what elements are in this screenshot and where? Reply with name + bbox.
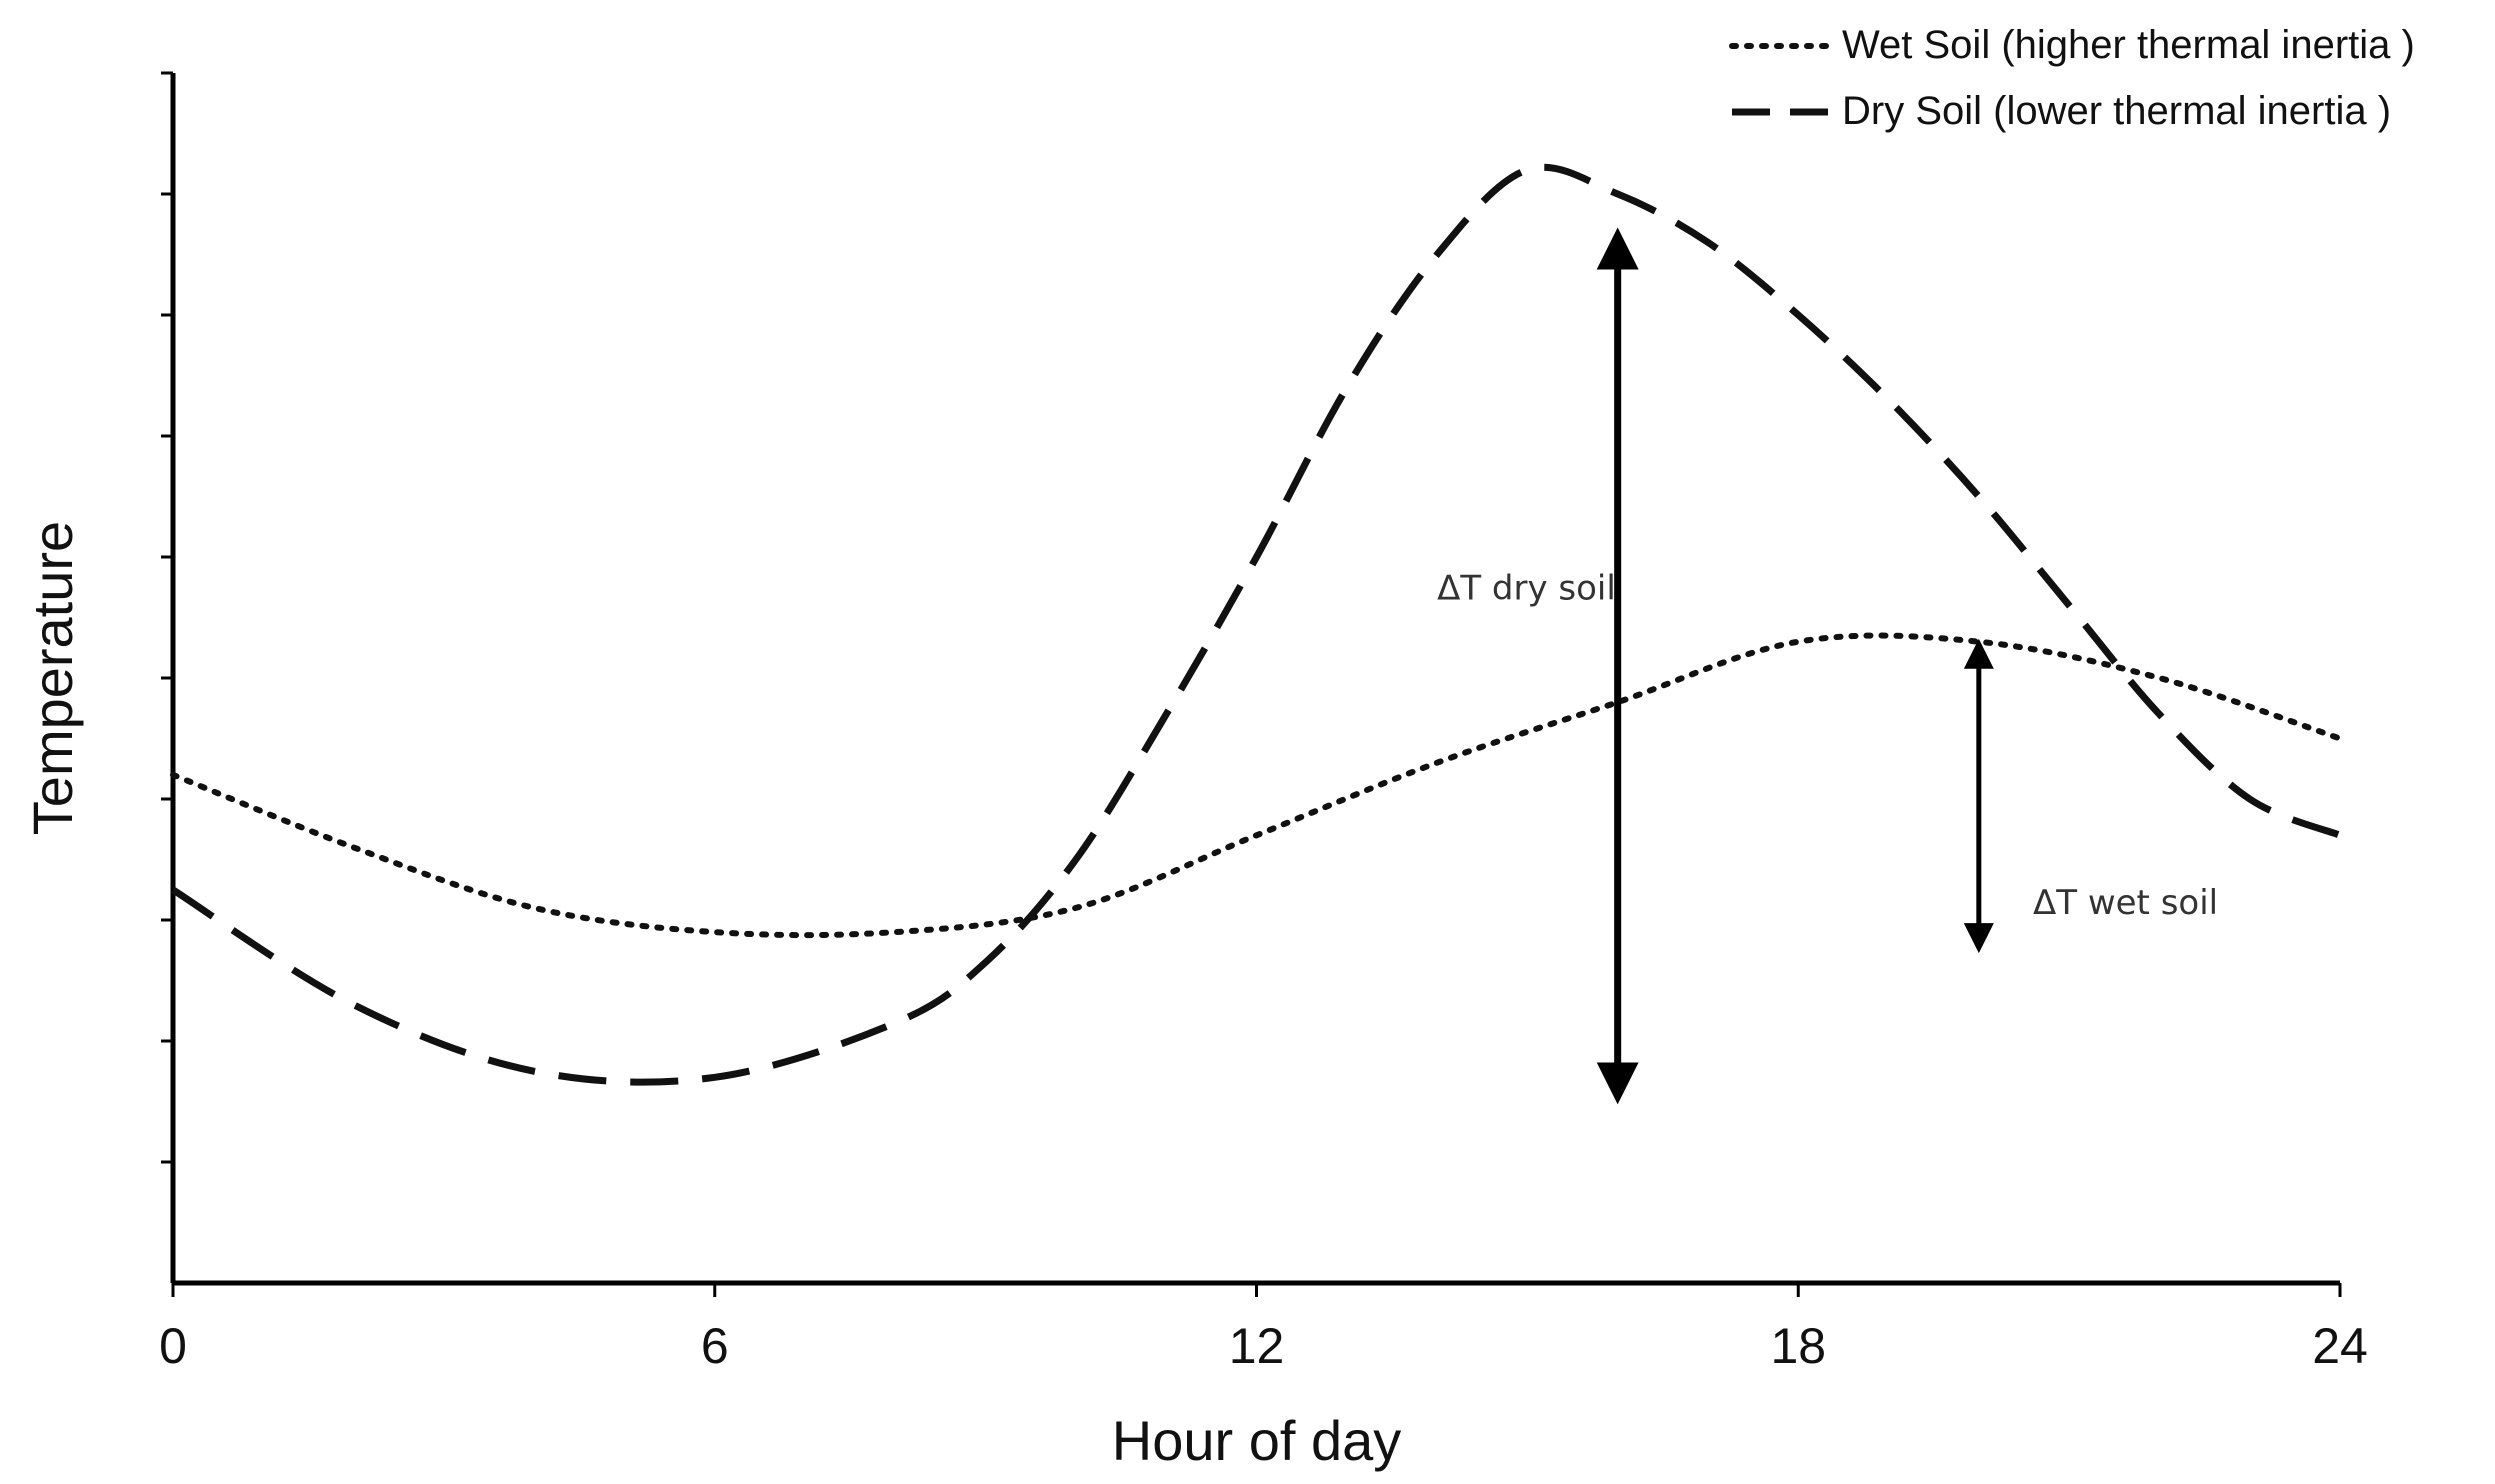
x-tick-label: 12	[1229, 1318, 1285, 1374]
x-tick-label: 0	[159, 1318, 187, 1374]
delta-t-label-wet: ΔT wet soil	[2033, 883, 2218, 923]
series-line-wet-soil	[170, 632, 2343, 939]
delta-t-label-dry: ΔT dry soil	[1437, 568, 1616, 608]
legend-label-dry-soil: Dry Soil (lower thermal inertia )	[1842, 89, 2391, 133]
series-line-dry-soil	[171, 163, 2342, 1086]
y-axis-title: Temperature	[21, 521, 84, 835]
axes: 0 6 12 18 24 Hour of day Temperature	[21, 71, 2368, 1472]
annotations: ΔT dry soil ΔT wet soil	[1437, 227, 2218, 1105]
x-tick-label: 24	[2312, 1318, 2368, 1374]
legend-label-wet-soil: Wet Soil (higher thermal inertia )	[1842, 23, 2415, 67]
x-tick-label: 6	[701, 1318, 729, 1374]
series-lines	[170, 163, 2343, 1086]
x-axis-title: Hour of day	[1112, 1409, 1402, 1472]
legend: Wet Soil (higher thermal inertia ) Dry So…	[1729, 23, 2415, 133]
x-tick-label: 18	[1770, 1318, 1826, 1374]
